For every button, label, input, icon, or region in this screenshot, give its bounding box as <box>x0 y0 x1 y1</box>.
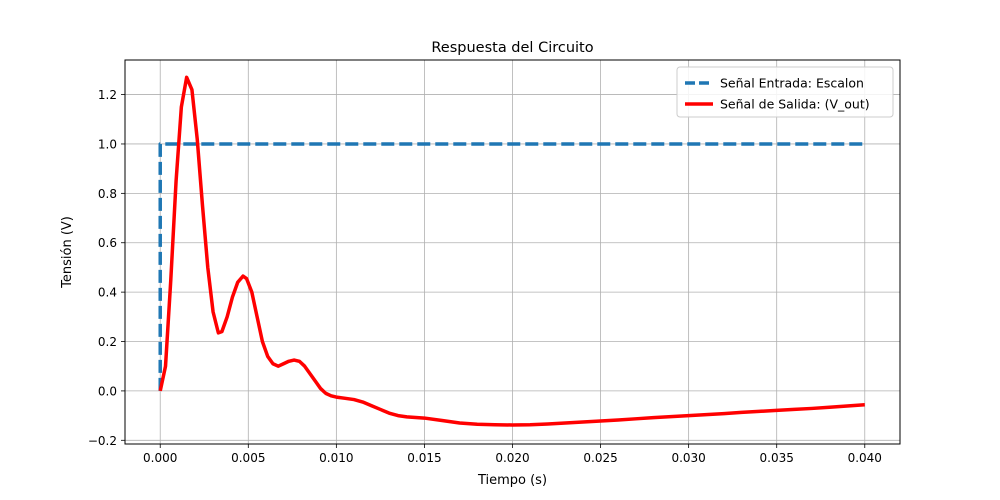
x-tick-label: 0.035 <box>760 451 794 465</box>
axis-ticks: 0.000 0.005 0.010 0.015 0.020 0.025 0.030 0.035… <box>88 88 882 465</box>
legend-box <box>676 66 894 118</box>
chart-title: Respuesta del Circuito <box>431 40 593 56</box>
series-line-entrada <box>158 142 865 391</box>
plot-series <box>158 75 865 427</box>
y-axis-label: Tensión (V) <box>60 216 75 289</box>
legend-label: Señal Entrada: Escalon <box>720 76 864 91</box>
y-tick-label: 0.4 <box>98 286 117 300</box>
y-tick-label: 0.6 <box>98 236 117 250</box>
x-axis-label: Tiempo (s) <box>477 473 547 488</box>
legend-label: Señal de Salida: (V_out) <box>720 97 870 112</box>
x-tick-label: 0.030 <box>671 451 705 465</box>
y-tick-label: 0.2 <box>98 335 117 349</box>
x-tick-label: 0.015 <box>407 451 441 465</box>
legend: Señal Entrada: Escalon Señal de Salida: (… <box>676 66 894 118</box>
x-tick-label: 0.025 <box>583 451 617 465</box>
y-tick-label: 0.8 <box>98 187 117 201</box>
y-tick-label: 0.0 <box>98 384 117 398</box>
x-tick-label: 0.040 <box>848 451 882 465</box>
y-tick-label: −0.2 <box>88 434 117 448</box>
y-tick-label: 1.0 <box>98 137 117 151</box>
grid <box>125 60 900 444</box>
series-line-salida <box>158 75 865 427</box>
x-tick-label: 0.000 <box>143 451 177 465</box>
y-tick-label: 1.2 <box>98 88 117 102</box>
x-tick-label: 0.010 <box>319 451 353 465</box>
x-tick-label: 0.005 <box>231 451 265 465</box>
x-tick-label: 0.020 <box>495 451 529 465</box>
